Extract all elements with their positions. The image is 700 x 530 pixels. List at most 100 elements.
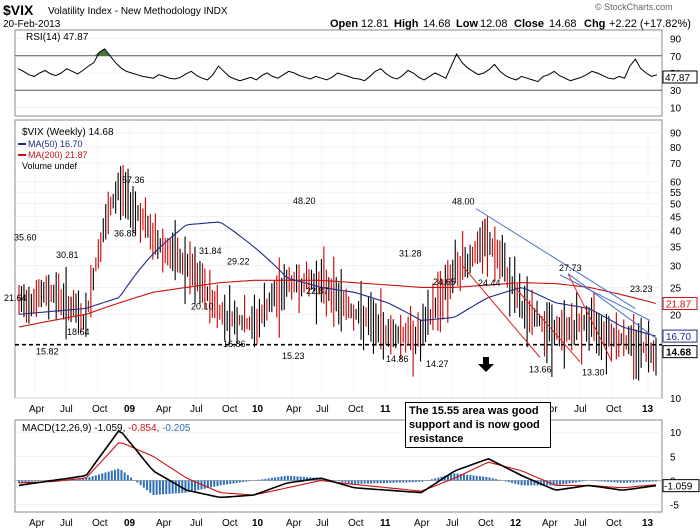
price-annotation: 13.30 <box>582 368 605 378</box>
macd-x-label: Oct <box>606 518 622 529</box>
trendline <box>475 208 636 309</box>
ohlc-field-9: +2.22 (+17.82%) <box>609 18 691 30</box>
macd-tick-label: 5 <box>670 452 676 463</box>
price-annotation: 31.28 <box>399 248 422 258</box>
price-annotation: 35.60 <box>14 233 37 243</box>
price-tick-label: 55 <box>670 188 682 199</box>
price-tick-label: 25 <box>670 283 682 294</box>
price-annotation: 23.23 <box>630 284 653 294</box>
macd-legend-name: MACD(12,26,9) <box>22 423 94 434</box>
price-x-label: Oct <box>606 404 622 415</box>
macd-x-label: Jul <box>574 518 587 529</box>
price-tick-label: 45 <box>670 212 682 223</box>
price-x-label: Oct <box>348 404 364 415</box>
price-current-box <box>662 345 698 359</box>
macd-x-label: 09 <box>124 518 136 529</box>
price-x-label: 09 <box>124 404 136 415</box>
macd-tick-label: 10 <box>670 428 682 439</box>
macd-x-label: Apr <box>414 518 430 529</box>
ma200-legend: MA(200) 21.87 <box>28 150 88 160</box>
macd-legend-signal: -0.854, <box>128 423 162 434</box>
price-annotation: 20.10 <box>191 302 214 312</box>
rsi-tick-label: 70 <box>670 52 682 63</box>
watermark: © StockCharts.com <box>595 2 673 12</box>
price-tick-label: 50 <box>670 200 682 211</box>
price-tick-label: 35 <box>670 243 682 254</box>
price-annotation: 15.82 <box>36 347 59 357</box>
price-x-label: Apr <box>156 404 172 415</box>
trendline <box>567 273 656 338</box>
price-annotation: 48.00 <box>452 197 475 207</box>
price-current-box <box>662 297 698 311</box>
macd-signal-line <box>18 442 657 496</box>
price-annotation: 29.22 <box>227 257 250 267</box>
macd-x-label: Apr <box>156 518 172 529</box>
price-annotation: 36.88 <box>114 228 137 238</box>
price-annotation: 14.86 <box>386 354 409 364</box>
rsi-current-label: 47.87 <box>665 73 690 84</box>
price-current-box <box>662 329 698 343</box>
macd-x-label: Oct <box>222 518 238 529</box>
price-annotation: 13.66 <box>529 364 552 374</box>
rsi-tick-label: 10 <box>670 103 682 114</box>
price-bars <box>18 164 657 381</box>
macd-current-box <box>662 479 700 493</box>
chart-date: 20-Feb-2013 <box>3 19 61 30</box>
trendline <box>567 273 613 362</box>
macd-x-label: Apr <box>286 518 302 529</box>
ohlc-field-3: 14.68 <box>423 18 451 30</box>
price-tick-label: 40 <box>670 227 682 238</box>
ohlc-field-2: High <box>394 18 419 30</box>
macd-panel-frame <box>14 419 663 513</box>
price-tick-label: 20 <box>670 310 682 321</box>
price-annotation: 14.27 <box>426 359 449 369</box>
macd-histogram <box>18 468 657 496</box>
price-x-label: 13 <box>642 404 654 415</box>
price-annotation: 30.81 <box>56 250 79 260</box>
price-tick-label: 10 <box>670 394 682 405</box>
price-tick-label: 90 <box>670 129 682 140</box>
rsi-tick-label: 30 <box>670 86 682 97</box>
price-x-label: Oct <box>222 404 238 415</box>
price-annotation: 18.64 <box>67 327 90 337</box>
price-x-label: Jul <box>574 404 587 415</box>
macd-x-label: Jul <box>446 518 459 529</box>
price-x-label: Jul <box>190 404 203 415</box>
macd-x-label: 10 <box>252 518 264 529</box>
price-annotation: 22.87 <box>306 286 329 296</box>
macd-x-label: Oct <box>478 518 494 529</box>
macd-x-label: Jul <box>190 518 203 529</box>
price-panel-frame <box>14 119 663 399</box>
price-annotation: 16.86 <box>223 339 246 349</box>
price-tick-label: 80 <box>670 143 682 154</box>
price-annotation: 24.44 <box>478 278 501 288</box>
rsi-overbought-fill <box>88 48 116 56</box>
ohlc-field-1: 12.81 <box>361 18 389 30</box>
price-x-label: Jul <box>316 404 329 415</box>
macd-x-label: 11 <box>380 518 391 529</box>
price-tick-label: 30 <box>670 261 682 272</box>
price-x-label: 10 <box>252 404 264 415</box>
price-legend-main: $VIX (Weekly) 14.68 <box>22 127 114 138</box>
ohlc-field-4: Low <box>456 18 478 30</box>
macd-x-label: Jul <box>60 518 73 529</box>
macd-x-label: Jul <box>316 518 329 529</box>
price-annotation: 21.64 <box>4 293 27 303</box>
price-right-label: 14.68 <box>666 348 691 359</box>
price-annotation: 15.23 <box>282 351 305 361</box>
ma50-line <box>18 221 657 337</box>
macd-x-label: Apr <box>542 518 558 529</box>
price-right-label: 16.70 <box>666 332 691 343</box>
price-x-label: Jul <box>60 404 73 415</box>
macd-x-label: 12 <box>510 518 522 529</box>
price-x-label: Apr <box>286 404 302 415</box>
price-right-label: 21.87 <box>666 300 691 311</box>
price-x-label: Apr <box>29 404 45 415</box>
rsi-legend: RSI(14) 47.87 <box>26 32 89 43</box>
price-annotation: 48.20 <box>293 196 316 206</box>
macd-legend-value: -1.059, <box>94 423 128 434</box>
rsi-tick-label: 90 <box>670 35 682 46</box>
trendline <box>461 265 541 358</box>
price-annotation: 57.36 <box>122 175 145 185</box>
